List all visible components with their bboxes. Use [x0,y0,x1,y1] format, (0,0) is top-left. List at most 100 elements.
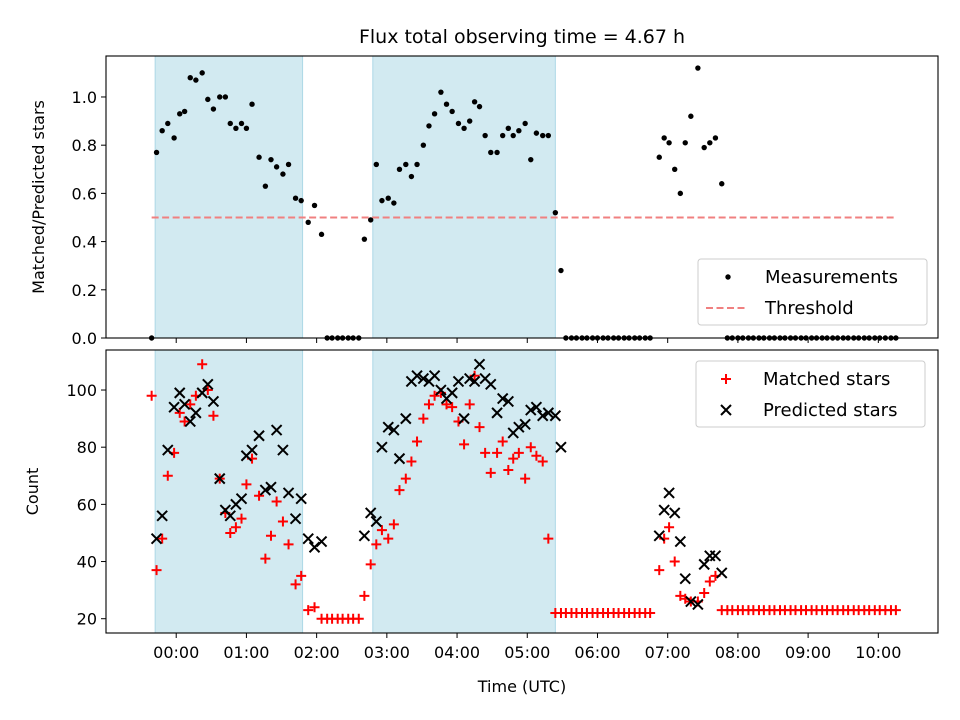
data-point [530,401,543,413]
data-point [540,132,546,139]
data-point [533,130,540,136]
data-point [256,154,262,160]
legend-label: Threshold [764,298,854,319]
legend-marker [725,274,731,280]
data-point [485,378,497,391]
y-tick-label: 40 [77,553,97,572]
data-point [190,407,202,419]
data-point [388,519,399,530]
data-point [452,375,465,388]
data-point [494,149,500,156]
data-point [227,120,233,127]
data-point [428,370,441,382]
data-point [473,358,486,371]
legend: Measurements Threshold [697,258,928,326]
data-point [663,487,675,499]
data-point [277,516,288,527]
data-point [441,399,452,410]
data-point [510,132,516,139]
y-tick-label: 1.0 [72,88,97,107]
data-point [666,140,672,146]
data-point [464,399,475,410]
data-point [303,605,314,616]
data-point [543,533,554,544]
data-point [443,101,450,107]
data-point [396,166,403,172]
data-point [403,161,409,168]
data-point [653,530,665,542]
data-point [202,378,214,391]
data-point [525,404,537,416]
data-point [468,375,481,388]
data-point [502,395,515,408]
data-point [522,120,528,127]
data-point [704,576,715,587]
x-tick-label: 04:00 [434,643,480,662]
data-point [376,441,388,453]
data-point [458,412,470,425]
data-point [672,166,678,172]
data-point [196,387,208,399]
y-axis-label: Matched/Predicted stars [29,100,48,294]
data-point [224,510,236,522]
data-point [246,444,258,456]
data-point [359,590,370,601]
data-point [205,96,211,103]
legend-marker [720,404,732,416]
data-point [519,418,531,431]
y-tick-label: 0.2 [72,281,97,300]
data-point [447,402,458,413]
data-point [230,522,241,533]
legend-marker [721,374,731,384]
data-point [414,161,420,168]
data-point [417,372,430,385]
data-point [309,602,320,613]
data-point [528,156,534,163]
data-point [162,444,174,456]
data-point [890,605,901,616]
axes-frame [105,349,939,634]
data-point [719,181,725,187]
data-point [285,161,292,168]
x-tick-label: 03:00 [364,643,410,662]
data-point [485,467,496,478]
data-point [688,113,694,119]
data-point [197,359,208,370]
data-point [677,190,684,197]
data-point [157,533,168,544]
data-point [388,424,400,436]
data-point [682,140,688,146]
data-point [701,144,707,151]
data-point [664,522,675,533]
data-point [177,111,183,117]
data-point [185,399,196,410]
data-point [379,197,385,204]
legend-label: Matched stars [763,369,890,390]
bottom-panel: 20 40 60 80 100 00:00 01:00 02:00 03:00 04:00 05:0… [23,349,939,696]
data-point [698,558,710,571]
x-tick-label: 00:00 [153,643,199,662]
data-point [669,507,681,519]
data-point [353,613,364,624]
data-point [429,390,440,401]
data-point [292,195,299,201]
data-point [361,236,368,242]
data-point [654,565,665,576]
data-point [482,132,488,139]
data-point [315,535,328,548]
data-point [658,504,670,516]
data-point [707,140,713,146]
data-point [302,532,314,545]
data-point [265,481,277,493]
data-point [184,415,196,428]
data-point [716,567,728,579]
data-point [260,553,271,564]
data-point [318,231,325,238]
data-point [558,267,564,274]
data-point [537,410,549,422]
data-point [290,579,301,590]
y-tick-label: 20 [77,610,97,629]
y-tick-label: 80 [77,438,97,457]
data-point [358,530,371,542]
